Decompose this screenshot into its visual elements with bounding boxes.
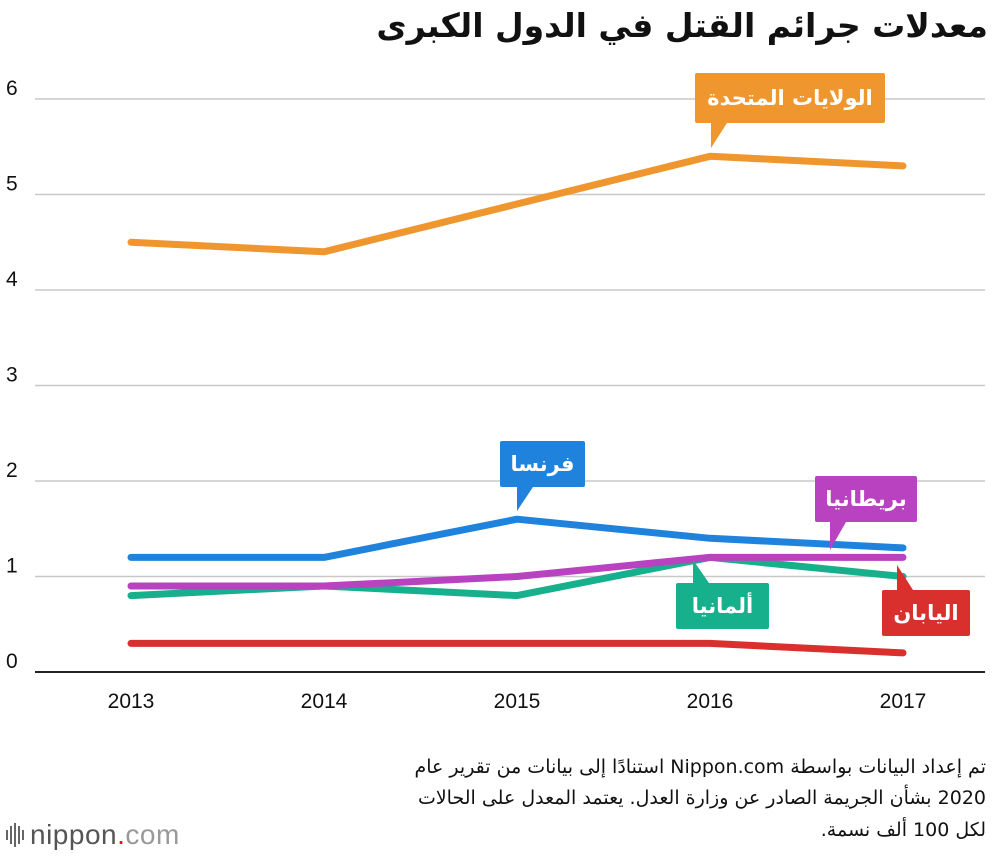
y-tick-label: 2 <box>6 459 18 482</box>
y-tick-label: 0 <box>6 650 18 673</box>
series-label-box <box>676 583 769 629</box>
series-label: الولايات المتحدة <box>695 73 885 148</box>
series-label-box <box>882 590 970 636</box>
series-label-box <box>500 441 585 487</box>
logo-name: nippon <box>30 819 118 850</box>
x-tick-label: 2013 <box>108 690 155 713</box>
series-label-pointer <box>897 565 913 590</box>
series-label-text: فرنسا <box>511 452 575 476</box>
series-line <box>127 515 907 561</box>
series-label: اليابان <box>882 565 970 636</box>
source-line-2: 2020 بشأن الجريمة الصادر عن وزارة العدل.… <box>417 787 986 810</box>
source-line-3: لكل 100 ألف نسمة. <box>820 818 986 841</box>
source-note: تم إعداد البيانات بواسطة Nippon.com استن… <box>266 752 987 846</box>
y-tick-label: 5 <box>6 173 18 196</box>
x-tick-label: 2014 <box>301 690 348 713</box>
x-tick-label: 2017 <box>880 690 927 713</box>
series-labels: الولايات المتحدة فرنسا بريطانيا ألمانيا اليا… <box>500 73 970 636</box>
y-tick-label: 1 <box>6 555 18 578</box>
y-axis-ticks: 0 1 2 3 4 5 6 <box>6 77 18 673</box>
y-tick-label: 4 <box>6 268 18 291</box>
series-label: فرنسا <box>500 441 585 511</box>
line-chart: 0 1 2 3 4 5 6 2013 2014 2015 2016 2017 الولايات ال… <box>6 73 985 713</box>
nippon-logo: nippon.com <box>6 815 180 855</box>
series-label: بريطانيا <box>815 476 917 550</box>
series-label-box <box>815 476 917 522</box>
series-lines <box>127 152 907 657</box>
series-label-pointer <box>517 487 533 511</box>
series-label-pointer <box>711 123 727 148</box>
series-line <box>127 152 907 256</box>
chart-title: معدلات جرائم القتل في الدول الكبرى <box>376 6 988 45</box>
series-label-text: اليابان <box>893 601 958 625</box>
logo-wordmark: nippon.com <box>30 819 180 851</box>
logo-bars-icon <box>6 823 24 847</box>
series-label-text: ألمانيا <box>692 591 753 618</box>
y-tick-label: 3 <box>6 364 18 387</box>
source-line-1: تم إعداد البيانات بواسطة Nippon.com استن… <box>414 756 987 778</box>
logo-dot: . <box>117 819 126 850</box>
series-label-text: بريطانيا <box>825 487 907 511</box>
logo-tld: com <box>125 819 180 850</box>
x-tick-label: 2016 <box>687 690 734 713</box>
series-label-text: الولايات المتحدة <box>707 86 872 110</box>
x-tick-label: 2015 <box>494 690 541 713</box>
series-label-pointer <box>830 522 846 550</box>
series-line <box>127 639 907 657</box>
series-label-box <box>695 73 885 123</box>
y-tick-label: 6 <box>6 77 18 100</box>
series-line <box>127 553 907 590</box>
x-axis-ticks: 2013 2014 2015 2016 2017 <box>108 690 927 713</box>
series-label: ألمانيا <box>676 560 769 629</box>
series-label-pointer <box>693 560 709 583</box>
